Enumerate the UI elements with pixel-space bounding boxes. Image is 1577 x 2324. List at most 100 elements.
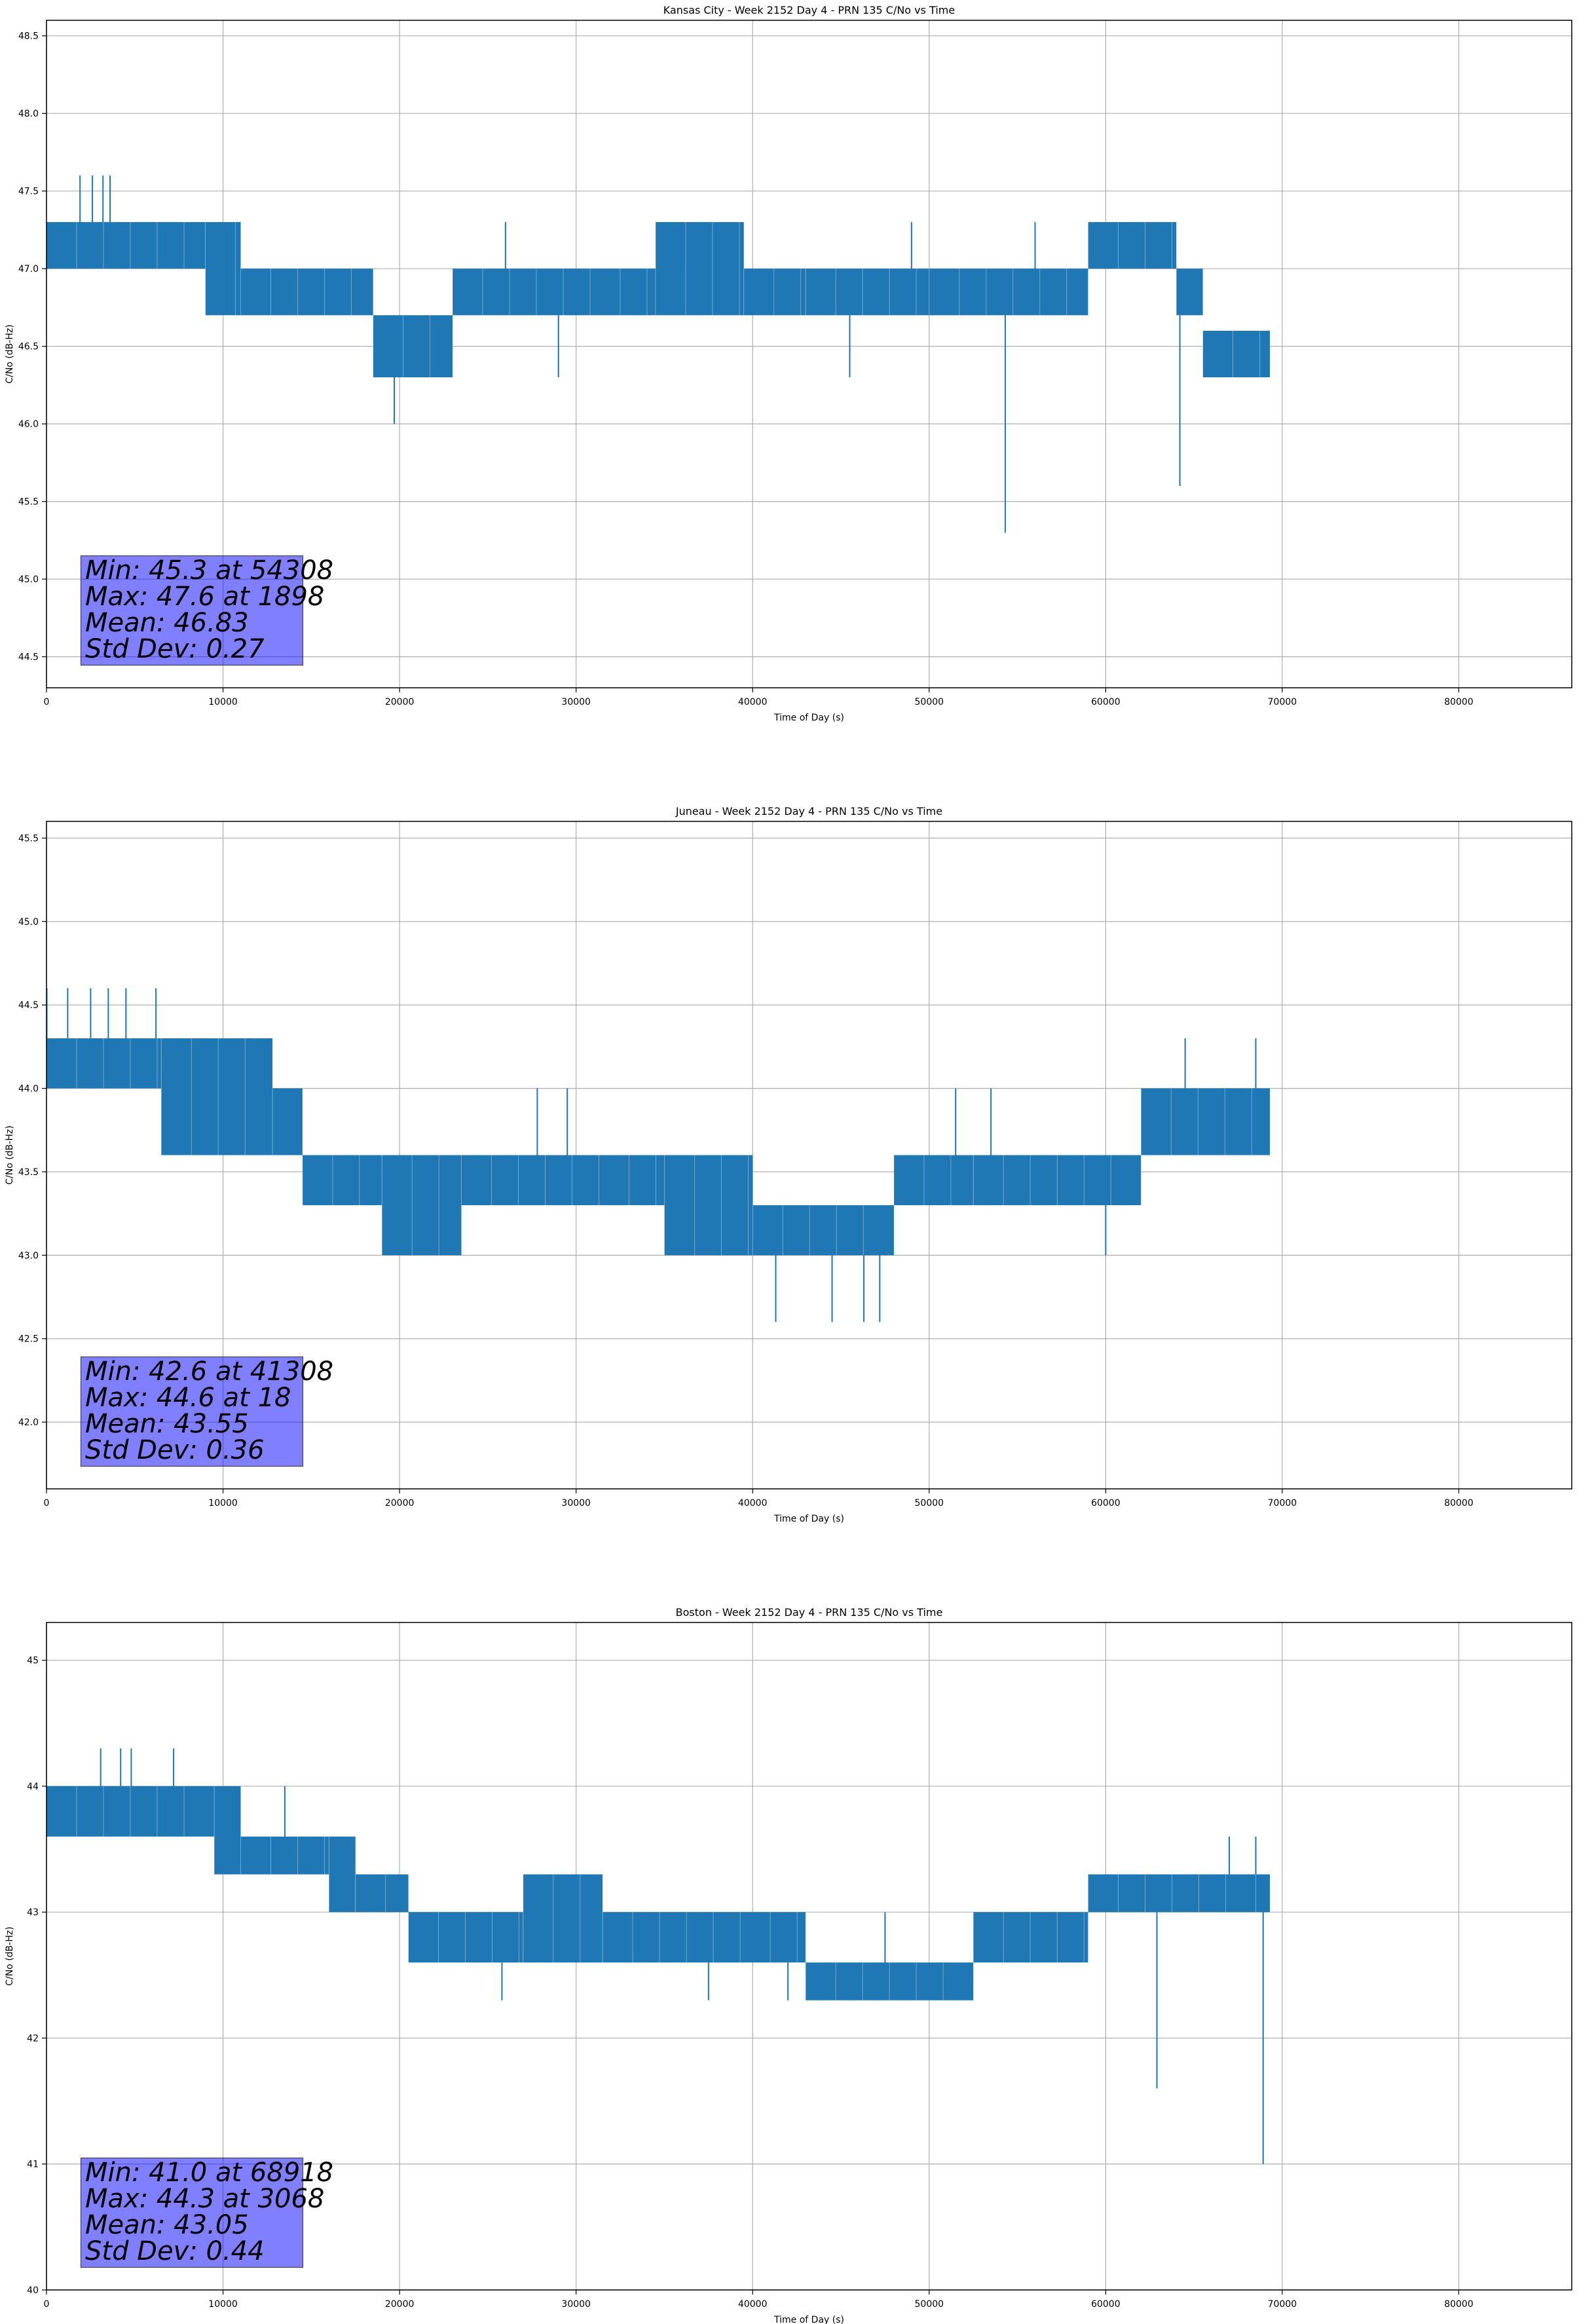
y-tick-label: 44.0 [18, 1084, 39, 1095]
x-tick-label: 10000 [208, 697, 238, 707]
data-band [743, 269, 806, 316]
x-tick-label: 40000 [738, 697, 768, 707]
x-tick-label: 50000 [915, 2299, 944, 2310]
data-band [973, 1155, 1141, 1205]
data-band [603, 1912, 806, 1963]
x-tick-label: 0 [44, 2299, 50, 2310]
y-tick-label: 42 [27, 2033, 39, 2044]
y-tick-label: 46.0 [18, 419, 39, 430]
stats-max: Max: 47.6 at 1898 [85, 582, 325, 612]
data-band [46, 1038, 162, 1089]
x-tick-label: 50000 [915, 697, 944, 707]
y-tick-label: 44 [27, 1782, 39, 1792]
data-band [161, 1038, 273, 1155]
x-axis-label: Time of Day (s) [773, 2315, 844, 2324]
x-tick-label: 30000 [561, 697, 591, 707]
y-tick-label: 42.0 [18, 1417, 39, 1428]
data-band [1202, 330, 1271, 378]
chart-title: Kansas City - Week 2152 Day 4 - PRN 135 … [663, 4, 955, 16]
x-tick-label: 20000 [385, 697, 415, 707]
stats-annotation-box: Min: 42.6 at 41308 Max: 44.6 at 18 Mean:… [81, 1357, 334, 1467]
x-tick-label: 40000 [738, 1498, 768, 1509]
data-band [973, 1912, 1088, 1963]
data-band [355, 1874, 409, 1913]
data-band [1088, 222, 1177, 269]
data-band [46, 222, 206, 269]
x-axis-label: Time of Day (s) [773, 713, 844, 723]
x-tick-label: 0 [44, 1498, 50, 1509]
y-tick-label: 47.5 [18, 187, 39, 197]
data-band [523, 1874, 603, 1963]
y-tick-label: 45.5 [18, 497, 39, 508]
x-tick-label: 80000 [1444, 1498, 1474, 1509]
y-axis-label: C/No (dB-Hz) [5, 324, 15, 383]
stats-min: Min: 42.6 at 41308 [85, 1357, 334, 1387]
y-tick-label: 45.0 [18, 917, 39, 928]
x-tick-label: 20000 [385, 2299, 415, 2310]
y-tick-label: 47.0 [18, 264, 39, 274]
y-tick-label: 43 [27, 1907, 39, 1918]
data-band [1088, 1874, 1271, 1913]
chart-title: Boston - Week 2152 Day 4 - PRN 135 C/No … [676, 1606, 943, 1619]
data-band [461, 1155, 665, 1205]
stats-mean: Mean: 46.83 [85, 608, 249, 638]
y-tick-label: 41 [27, 2160, 39, 2170]
x-tick-label: 0 [44, 697, 50, 707]
data-band [205, 222, 241, 316]
data-band [929, 269, 1088, 316]
x-tick-label: 30000 [561, 1498, 591, 1509]
data-band [452, 269, 656, 316]
y-tick-label: 45 [27, 1656, 39, 1666]
x-tick-label: 70000 [1268, 2299, 1297, 2310]
stats-std-dev: Std Dev: 0.36 [85, 1435, 265, 1465]
stats-annotation-box: Min: 45.3 at 54308 Max: 47.6 at 1898 Mea… [81, 555, 334, 665]
stats-std-dev: Std Dev: 0.44 [85, 2236, 265, 2266]
x-tick-label: 10000 [208, 1498, 238, 1509]
stats-annotation-box: Min: 41.0 at 68918 Max: 44.3 at 3068 Mea… [81, 2158, 333, 2268]
data-band [329, 1836, 356, 1913]
y-tick-label: 44.5 [18, 1000, 39, 1011]
data-band [664, 1155, 753, 1256]
data-band [46, 1786, 215, 1837]
stats-min: Min: 45.3 at 54308 [85, 555, 334, 586]
y-tick-label: 46.5 [18, 342, 39, 352]
y-tick-label: 48.0 [18, 109, 39, 119]
chart-title: Juneau - Week 2152 Day 4 - PRN 135 C/No … [675, 805, 942, 817]
stats-max: Max: 44.6 at 18 [85, 1383, 291, 1413]
x-tick-label: 80000 [1444, 2299, 1474, 2310]
y-tick-label: 44.5 [18, 652, 39, 663]
stats-std-dev: Std Dev: 0.27 [85, 634, 265, 664]
y-tick-label: 43.0 [18, 1250, 39, 1261]
x-tick-label: 20000 [385, 1498, 415, 1509]
axes-frame [46, 1622, 1572, 2291]
data-band [806, 269, 929, 316]
x-tick-label: 30000 [561, 2299, 591, 2310]
data-band [806, 1962, 974, 2000]
y-tick-label: 45.5 [18, 833, 39, 844]
data-band [240, 1836, 329, 1875]
x-axis-label: Time of Day (s) [773, 1514, 844, 1524]
x-tick-label: 70000 [1268, 697, 1297, 707]
axes-frame [46, 20, 1572, 688]
y-tick-label: 45.0 [18, 574, 39, 585]
x-tick-label: 60000 [1091, 1498, 1121, 1509]
data-band [408, 1912, 523, 1963]
data-band [752, 1205, 894, 1256]
data-band [1176, 269, 1203, 316]
data-band [655, 222, 744, 316]
y-tick-label: 43.5 [18, 1167, 39, 1178]
y-tick-label: 42.5 [18, 1334, 39, 1345]
y-tick-label: 48.5 [18, 31, 39, 42]
data-band [302, 1155, 382, 1205]
data-band [240, 269, 373, 316]
stats-mean: Mean: 43.55 [85, 1409, 249, 1439]
y-axis-label: C/No (dB-Hz) [5, 1926, 15, 1985]
x-tick-label: 10000 [208, 2299, 238, 2310]
data-band [272, 1088, 303, 1155]
data-band [893, 1155, 974, 1205]
stats-max: Max: 44.3 at 3068 [85, 2184, 325, 2214]
x-tick-label: 60000 [1091, 697, 1121, 707]
data-band [1141, 1088, 1271, 1155]
data-band [373, 315, 453, 378]
